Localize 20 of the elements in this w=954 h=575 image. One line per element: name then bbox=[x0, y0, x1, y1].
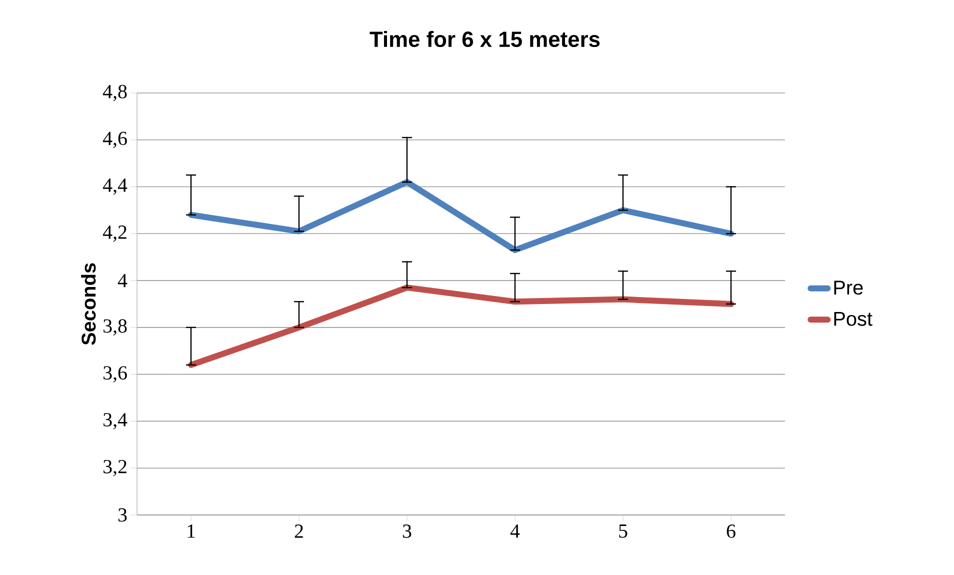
x-tick-label: 4 bbox=[510, 524, 520, 538]
x-tick-label: 6 bbox=[726, 524, 736, 538]
x-tick-label: 1 bbox=[188, 524, 195, 538]
legend-label: Post bbox=[834, 312, 872, 326]
y-axis-title: Seconds bbox=[81, 263, 96, 345]
y-tick-label: 4,8 bbox=[102, 84, 127, 102]
x-tick-label: 3 bbox=[402, 524, 412, 538]
y-tick-label: 4,2 bbox=[102, 226, 126, 242]
x-tick-label: 2 bbox=[294, 524, 303, 538]
y-tick-label: 4,4 bbox=[102, 178, 128, 195]
x-tick-label: 5 bbox=[619, 524, 628, 538]
y-tick-label: 4 bbox=[118, 274, 128, 288]
y-tick-label: 3,2 bbox=[104, 460, 126, 476]
y-tick-label: 4,6 bbox=[102, 132, 127, 148]
y-tick-label: 3,6 bbox=[104, 366, 127, 382]
chart-title: Time for 6 x 15 meters bbox=[370, 30, 600, 48]
y-tick-label: 3,8 bbox=[104, 319, 127, 336]
y-tick-label: 3 bbox=[118, 508, 127, 522]
y-tick-label: 3,4 bbox=[104, 413, 128, 430]
legend-label: Pre bbox=[834, 280, 863, 295]
